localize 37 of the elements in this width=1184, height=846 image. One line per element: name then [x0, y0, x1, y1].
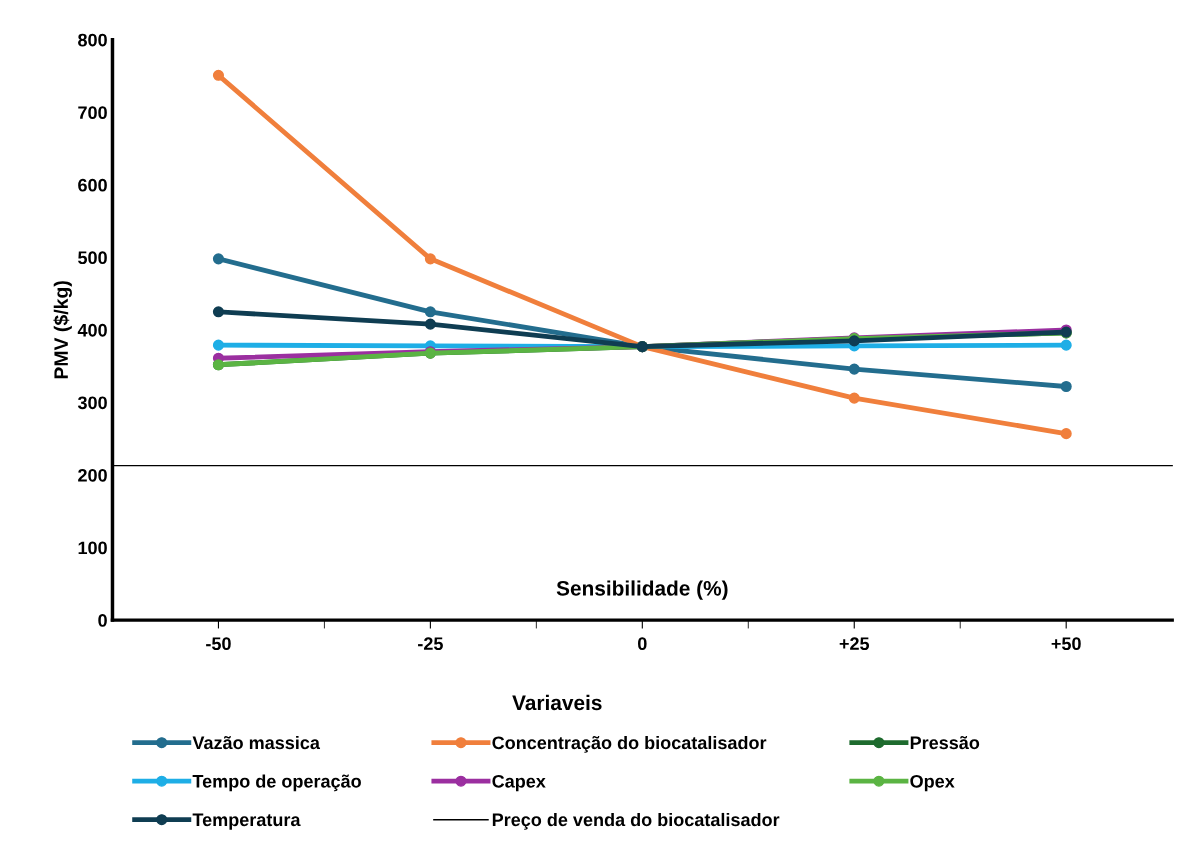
y-tick-label: 200	[78, 468, 107, 482]
point	[424, 306, 436, 318]
legend-label: Tempo de operação	[192, 774, 361, 792]
point	[1060, 339, 1072, 351]
point	[424, 318, 436, 330]
legend-label: Opex	[910, 774, 955, 792]
point	[1060, 428, 1072, 440]
y-tick-label: 800	[78, 33, 107, 47]
y-axis-title: PMV ($/kg)	[53, 281, 72, 379]
legend-label: Vazão massica	[192, 735, 321, 750]
x-tick-label: -50	[206, 637, 231, 651]
point	[424, 253, 436, 265]
point	[848, 392, 860, 404]
y-tick-label: 500	[78, 251, 107, 265]
x-tick-label: -25	[418, 637, 443, 651]
legend-label: Pressão	[910, 735, 980, 750]
x-axis-title: Sensibilidade (%)	[556, 580, 728, 600]
legend-label: Temperatura	[192, 813, 301, 830]
legend-label: Concentração do biocatalisador	[492, 735, 767, 753]
x-tick-label: 0	[638, 637, 647, 651]
point	[212, 339, 225, 351]
x-tick-label: +50	[1051, 637, 1081, 651]
y-tick-label: 100	[78, 541, 107, 555]
point	[848, 363, 860, 375]
point	[212, 253, 225, 265]
point	[212, 306, 225, 318]
legend-label: Preço de venda do biocatalisador	[492, 812, 780, 830]
y-tick-label: 0	[98, 614, 107, 627]
y-tick-label: 300	[77, 396, 107, 410]
legend-label: Capex	[492, 774, 546, 792]
point	[1060, 380, 1072, 393]
y-tick-label: 700	[78, 106, 107, 120]
y-tick-label: 400	[77, 323, 107, 337]
legend-title: Variaveis	[512, 694, 602, 711]
x-tick-label: +25	[839, 637, 870, 651]
y-tick-label: 600	[78, 178, 107, 192]
point	[212, 69, 225, 81]
